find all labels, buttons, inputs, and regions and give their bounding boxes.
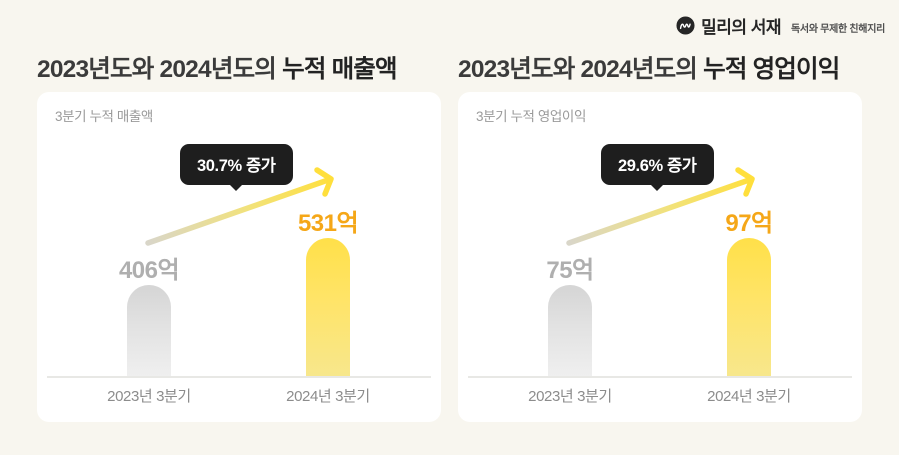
bar-value-2024: 531억 [297, 210, 359, 237]
title-bold: 누적 매출액 [282, 56, 398, 83]
increase-badge: 30.7% 증가 [180, 144, 293, 185]
card-subtitle: 3분기 누적 매출액 [55, 109, 153, 124]
axis-label-2024: 2024년 3분기 [286, 388, 370, 405]
bar-2024 [306, 238, 350, 376]
revenue-chart-card: 3분기 누적 매출액 30.7% 증가 406억 531억 2023년 3분기 … [37, 92, 441, 422]
profit-section-title: 2023년도와 2024년도의 누적 영업이익 [458, 50, 840, 85]
bar-value-2023: 406억 [118, 257, 180, 284]
brand-tagline: 독서와 무제한 친해지리 [791, 23, 885, 35]
axis-baseline [468, 376, 852, 378]
axis-label-2023: 2023년 3분기 [107, 388, 191, 405]
revenue-section-title: 2023년도와 2024년도의 누적 매출액 [37, 50, 398, 85]
bar-2024 [727, 238, 771, 376]
card-subtitle: 3분기 누적 영업이익 [476, 109, 586, 124]
title-regular: 2023년도와 2024년도의 [458, 56, 698, 83]
growth-arrow-icon [145, 167, 334, 246]
bar-value-2023: 75억 [546, 257, 594, 284]
brand-logo: 밀리의 서재 독서와 무제한 친해지리 [676, 13, 885, 38]
bar-2023 [127, 285, 171, 376]
millie-logo-icon [676, 16, 695, 35]
profit-chart-card: 3분기 누적 영업이익 29.6% 증가 75억 97억 2023년 3분기 2… [458, 92, 862, 422]
growth-arrow-icon [566, 167, 755, 246]
increase-badge: 29.6% 증가 [601, 144, 714, 185]
brand-name: 밀리의 서재 [701, 18, 782, 37]
axis-label-2023: 2023년 3분기 [528, 388, 612, 405]
bar-value-2024: 97억 [725, 210, 773, 237]
title-regular: 2023년도와 2024년도의 [37, 56, 277, 83]
title-bold: 누적 영업이익 [703, 56, 840, 83]
axis-label-2024: 2024년 3분기 [707, 388, 791, 405]
axis-baseline [47, 376, 431, 378]
bar-2023 [548, 285, 592, 376]
